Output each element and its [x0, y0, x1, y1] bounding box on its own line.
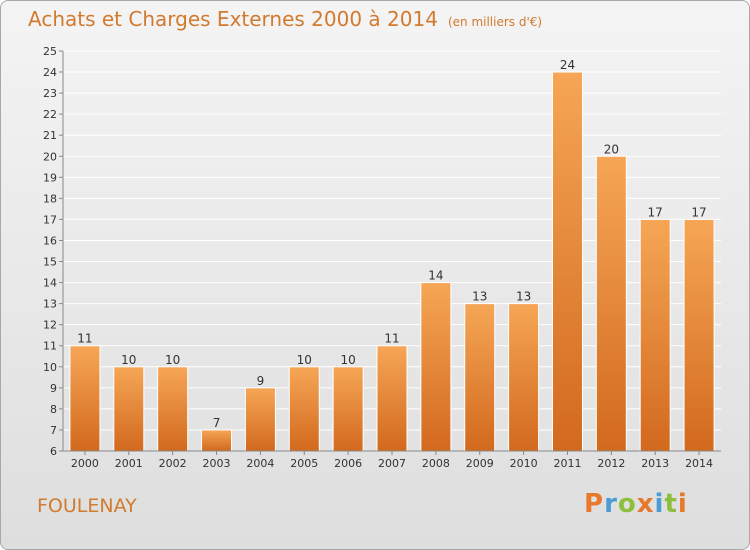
- y-tick-label: 8: [50, 403, 57, 416]
- bar-2011: [551, 71, 583, 452]
- y-tick-label: 12: [43, 319, 57, 332]
- data-label-2003: 7: [213, 416, 221, 430]
- proxiti-logo: Proxiti: [584, 489, 688, 519]
- data-label-2006: 10: [340, 353, 355, 367]
- x-tick-label-2004: 2004: [246, 457, 274, 470]
- x-tick-label-2011: 2011: [553, 457, 581, 470]
- bar-2007: [376, 345, 408, 452]
- bar-2000: [69, 345, 101, 452]
- bar-2002: [157, 366, 189, 452]
- x-tick-label-2008: 2008: [422, 457, 450, 470]
- x-tick-label-2013: 2013: [641, 457, 669, 470]
- bars: 11 10 10 7 9 10 10 11 14 13 13 24 20 17 17: [69, 58, 715, 452]
- y-tick-label: 21: [43, 129, 57, 142]
- x-tick-label-2006: 2006: [334, 457, 362, 470]
- data-label-2002: 10: [165, 353, 180, 367]
- axes: 6 7 8 9 10 11 12 13 14 15 16 17 18 19 20 21 22 23 24 25 2000…: [43, 45, 721, 470]
- x-tick-label-2012: 2012: [597, 457, 625, 470]
- x-tick-label-2005: 2005: [290, 457, 318, 470]
- data-label-2008: 14: [428, 269, 443, 283]
- data-label-2014: 17: [691, 205, 706, 219]
- y-tick-label: 16: [43, 234, 57, 247]
- data-label-2013: 17: [648, 205, 663, 219]
- x-tick-label-2007: 2007: [378, 457, 406, 470]
- y-tick-label: 13: [43, 298, 57, 311]
- bar-2006: [332, 366, 364, 452]
- chart-title: Achats et Charges Externes 2000 à 2014 (e…: [28, 7, 542, 31]
- y-tick-label: 23: [43, 87, 57, 100]
- y-tick-label: 7: [50, 424, 57, 437]
- place-name: FOULENAY: [37, 495, 137, 517]
- data-label-2007: 11: [384, 332, 399, 346]
- y-tick-label: 15: [43, 256, 57, 269]
- bar-2008: [420, 282, 452, 452]
- y-tick-label: 22: [43, 108, 57, 121]
- y-tick-label: 18: [43, 192, 57, 205]
- x-tick-label-2000: 2000: [71, 457, 99, 470]
- bar-2014: [683, 218, 715, 452]
- data-label-2012: 20: [604, 142, 619, 156]
- y-tick-label: 19: [43, 171, 57, 184]
- x-tick-label-2003: 2003: [203, 457, 231, 470]
- y-tick-label: 17: [43, 213, 57, 226]
- x-tick-label-2010: 2010: [510, 457, 538, 470]
- y-tick-label: 25: [43, 45, 57, 58]
- y-tick-label: 14: [43, 277, 57, 290]
- data-label-2009: 13: [472, 290, 487, 304]
- chart-subtitle: (en milliers d'€): [447, 15, 543, 29]
- y-tick-label: 11: [43, 340, 57, 353]
- x-tick-label-2002: 2002: [159, 457, 187, 470]
- bar-2004: [244, 387, 276, 452]
- x-tick-label-2009: 2009: [466, 457, 494, 470]
- bar-2003: [201, 429, 233, 452]
- data-label-2011: 24: [560, 58, 575, 72]
- bar-2001: [113, 366, 145, 452]
- y-tick-label: 10: [43, 361, 57, 374]
- data-label-2001: 10: [121, 353, 136, 367]
- y-tick-label: 6: [50, 445, 57, 458]
- data-label-2000: 11: [77, 332, 92, 346]
- data-label-2005: 10: [297, 353, 312, 367]
- bar-2009: [464, 303, 496, 452]
- bar-2010: [508, 303, 540, 452]
- data-label-2004: 9: [257, 374, 265, 388]
- bar-2005: [288, 366, 320, 452]
- bar-2013: [639, 218, 671, 452]
- y-tick-label: 24: [43, 66, 57, 79]
- data-label-2010: 13: [516, 290, 531, 304]
- chart-title-text: Achats et Charges Externes 2000 à 2014: [28, 7, 438, 31]
- x-tick-label-2001: 2001: [115, 457, 143, 470]
- bar-2012: [595, 155, 627, 452]
- y-tick-label: 9: [50, 382, 57, 395]
- x-tick-label-2014: 2014: [685, 457, 713, 470]
- y-tick-label: 20: [43, 150, 57, 163]
